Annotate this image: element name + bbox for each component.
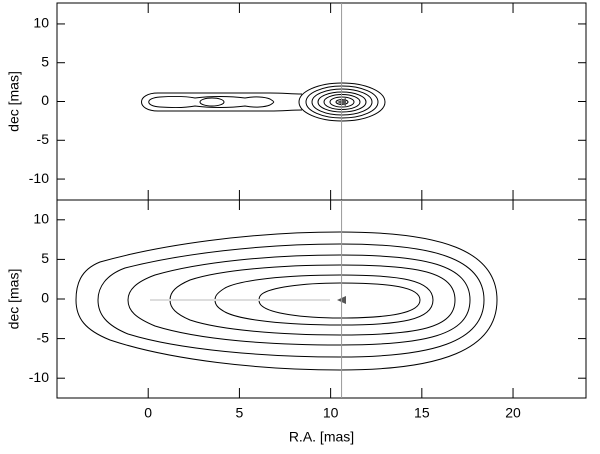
contour: [97, 243, 485, 358]
x-tick-label: 0: [144, 405, 152, 421]
x-tick-label: 10: [323, 405, 339, 421]
y-tick-label: 0: [41, 92, 49, 108]
contour: [141, 92, 303, 112]
y-axis-label: dec [mas]: [6, 269, 22, 330]
y-tick-label: -10: [29, 369, 49, 385]
contour: [199, 97, 225, 107]
x-axis-label: R.A. [mas]: [289, 429, 354, 445]
y-tick-label: 0: [41, 290, 49, 306]
y-tick-label: -5: [37, 329, 50, 345]
y-tick-label: 5: [41, 250, 49, 266]
top-panel-contours: [141, 82, 386, 122]
x-tick-label: 15: [414, 405, 430, 421]
y-axis-label: dec [mas]: [6, 71, 22, 132]
plot-frame: [56, 2, 587, 201]
x-tick-label: 20: [505, 405, 521, 421]
y-tick-label: -10: [29, 170, 49, 186]
contour: [75, 231, 498, 371]
bottom-panel-contours: [75, 231, 498, 371]
contour: [127, 254, 471, 346]
contour: [148, 95, 275, 109]
y-tick-label: 5: [41, 53, 49, 69]
y-tick-label: 10: [33, 15, 49, 31]
y-tick-label: 10: [33, 211, 49, 227]
x-tick-label: 5: [236, 405, 244, 421]
y-tick-label: -5: [37, 131, 50, 147]
